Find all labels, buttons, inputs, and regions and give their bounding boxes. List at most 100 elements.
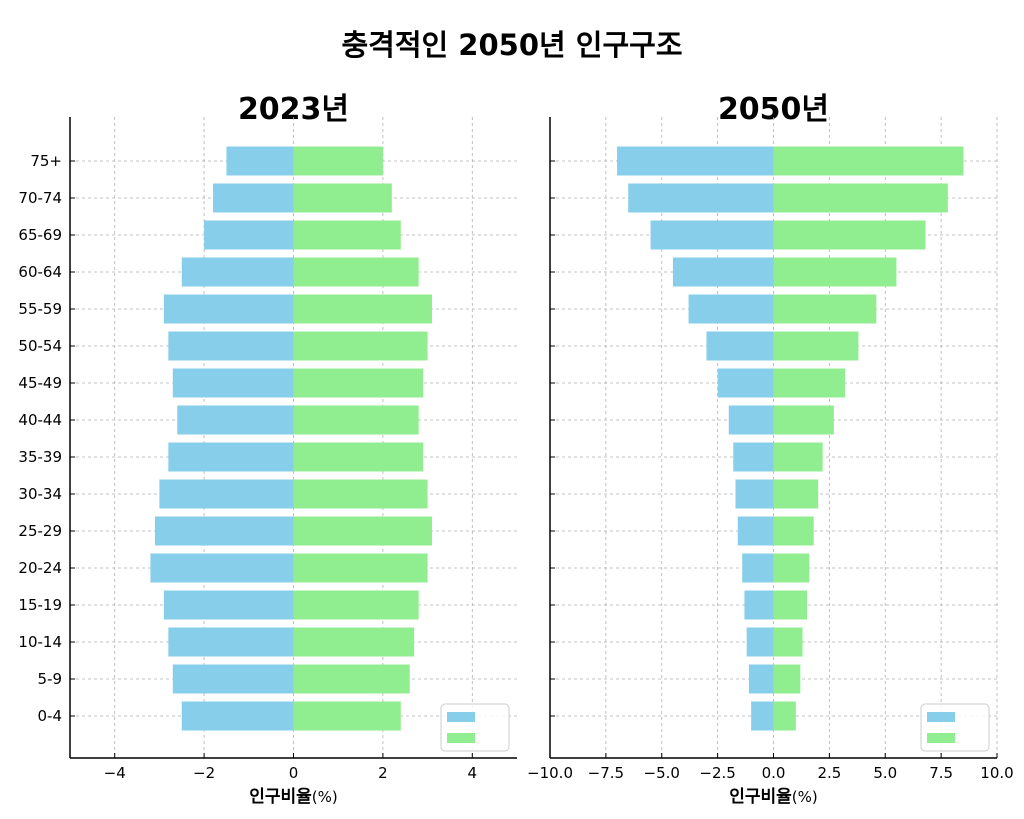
bar-25-29 — [293, 516, 433, 546]
bar-0-4 — [181, 701, 294, 731]
bar-75+ — [617, 146, 774, 176]
y-tick-label: 0-4 — [38, 707, 63, 725]
bar-15-19 — [293, 590, 419, 620]
legend-swatch-female — [927, 733, 955, 743]
bar-50-54 — [168, 331, 294, 361]
grid-lines — [70, 117, 517, 758]
legend — [440, 703, 510, 752]
bar-55-59 — [773, 294, 877, 324]
chart-2050-plot-area: −10.0 −7.5 −5.0 −2.5 0.0 2.5 5.0 7.5 10.0 — [527, 117, 1014, 782]
x-tick-label: −10.0 — [527, 764, 573, 782]
bar-75+ — [293, 146, 383, 176]
bar-10-14 — [773, 627, 803, 657]
bar-40-44 — [773, 405, 834, 435]
x-tick-label: 2 — [378, 764, 388, 782]
bar-20-24 — [293, 553, 428, 583]
bar-65-69 — [773, 220, 926, 250]
series-female-bars — [773, 146, 964, 731]
y-tick-label: 65-69 — [18, 226, 62, 244]
bar-40-44 — [177, 405, 294, 435]
y-tick-label: 60-64 — [18, 263, 62, 281]
x-axis-unit: (%) — [311, 788, 338, 806]
bar-50-54 — [293, 331, 428, 361]
bar-0-4 — [751, 701, 774, 731]
bar-65-69 — [204, 220, 294, 250]
y-tick-label: 30-34 — [18, 485, 62, 503]
bar-60-64 — [293, 257, 419, 287]
legend — [920, 703, 990, 752]
bar-35-39 — [168, 442, 294, 472]
y-tick-label: 15-19 — [18, 596, 62, 614]
y-tick-label: 70-74 — [18, 189, 62, 207]
figure-title: 충격적인 2050년 인구구조 — [341, 28, 683, 62]
bar-45-49 — [773, 368, 846, 398]
x-tick-label: 2.5 — [817, 764, 841, 782]
bar-75+ — [773, 146, 964, 176]
bar-20-24 — [742, 553, 774, 583]
bar-25-29 — [154, 516, 294, 546]
bar-45-49 — [293, 368, 424, 398]
y-tick-label: 50-54 — [18, 337, 62, 355]
x-tick-label: −7.5 — [588, 764, 624, 782]
bar-35-39 — [733, 442, 774, 472]
x-tick-label: −4 — [104, 764, 126, 782]
bar-5-9 — [293, 664, 410, 694]
y-tick-label: 35-39 — [18, 448, 62, 466]
bar-15-19 — [163, 590, 294, 620]
bar-20-24 — [150, 553, 294, 583]
bar-0-4 — [773, 701, 796, 731]
x-tick-label: 4 — [468, 764, 478, 782]
series-female-bars — [293, 146, 433, 731]
bar-65-69 — [650, 220, 774, 250]
bar-10-14 — [293, 627, 415, 657]
bar-45-49 — [717, 368, 774, 398]
bar-25-29 — [737, 516, 774, 546]
bar-60-64 — [672, 257, 774, 287]
bar-30-34 — [159, 479, 294, 509]
y-tick-label: 10-14 — [18, 633, 62, 651]
series-male-bars — [617, 146, 774, 731]
x-axis-label-2050: 인구비율(%) — [550, 782, 997, 807]
chart-title-2023: 2023년 — [237, 92, 350, 127]
bar-50-54 — [773, 331, 859, 361]
chart-title-2050: 2050년 — [717, 92, 830, 127]
legend-swatch-male — [447, 712, 475, 722]
y-tick-label: 75+ — [30, 152, 62, 170]
x-tick-label: −2 — [193, 764, 215, 782]
x-axis-label-text: 인구비율 — [249, 787, 312, 807]
x-axis-label-2023: 인구비율(%) — [70, 782, 517, 807]
bar-55-59 — [293, 294, 433, 324]
grid-lines — [549, 117, 998, 758]
y-tick-label: 40-44 — [18, 411, 62, 429]
bar-30-34 — [773, 479, 819, 509]
bar-55-59 — [163, 294, 294, 324]
x-tick-label: 7.5 — [929, 764, 953, 782]
series-male-bars — [150, 146, 294, 731]
y-tick-label: 45-49 — [18, 374, 62, 392]
chart-2023-plot-area: −4 −2 0 2 4 0-4 5-9 10-14 15-19 20-24 25-29 30-34 35… — [18, 117, 517, 782]
y-tick-label: 5-9 — [38, 670, 63, 688]
bar-60-64 — [773, 257, 897, 287]
bar-30-34 — [293, 479, 428, 509]
legend-swatch-female — [447, 733, 475, 743]
x-tick-label: 0 — [289, 764, 299, 782]
x-tick-label: 10.0 — [980, 764, 1013, 782]
bar-40-44 — [293, 405, 419, 435]
bar-70-74 — [773, 183, 948, 213]
bar-60-64 — [181, 257, 294, 287]
bar-5-9 — [748, 664, 774, 694]
bar-40-44 — [728, 405, 774, 435]
bar-20-24 — [773, 553, 810, 583]
bar-10-14 — [746, 627, 774, 657]
bar-10-14 — [168, 627, 294, 657]
bar-15-19 — [744, 590, 774, 620]
bar-15-19 — [773, 590, 808, 620]
bar-5-9 — [773, 664, 801, 694]
bar-65-69 — [293, 220, 401, 250]
x-tick-label: −2.5 — [699, 764, 735, 782]
bar-25-29 — [773, 516, 814, 546]
bar-45-49 — [172, 368, 294, 398]
y-tick-label: 25-29 — [18, 522, 62, 540]
x-tick-label: −5.0 — [644, 764, 680, 782]
